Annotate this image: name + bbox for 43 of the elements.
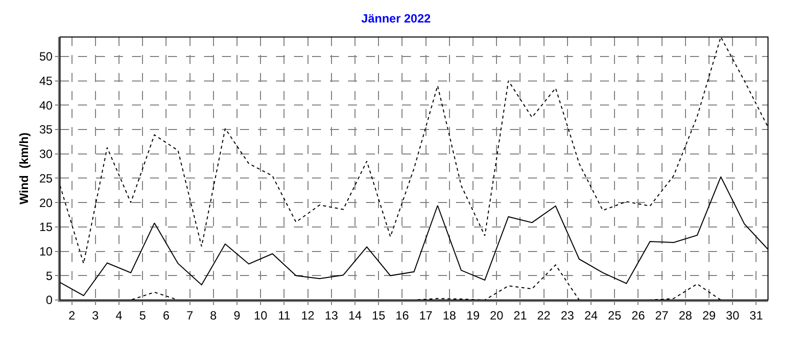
x-tick-label: 5	[139, 308, 146, 322]
y-tick-label: 45	[39, 74, 53, 88]
x-tick-label: 23	[560, 308, 574, 322]
x-tick-label: 30	[726, 308, 740, 322]
x-tick-label: 7	[186, 308, 194, 322]
x-tick-label: 18	[442, 308, 456, 322]
y-tick-label: 30	[39, 147, 53, 162]
x-tick-label: 25	[608, 308, 622, 322]
x-tick-label: 21	[514, 308, 528, 322]
x-tick-label: 12	[301, 308, 315, 322]
y-axis-title: Wind (km/h)	[17, 132, 32, 204]
x-tick-label: 4	[116, 308, 123, 322]
x-tick-label: 22	[537, 308, 551, 322]
x-tick-label: 28	[678, 308, 692, 322]
x-tick-label: 15	[372, 308, 386, 322]
y-tick-label: 35	[39, 122, 53, 137]
x-tick-label: 20	[490, 308, 504, 322]
x-tick-label: 6	[162, 308, 170, 322]
x-tick-label: 13	[324, 308, 338, 322]
chart-title: Jänner 2022	[361, 11, 432, 26]
y-tick-label: 50	[39, 50, 53, 64]
y-tick-label: 10	[39, 244, 53, 258]
x-tick-label: 26	[632, 308, 646, 322]
y-tick-label: 40	[39, 98, 53, 112]
y-tick-label: 5	[46, 268, 53, 283]
x-tick-label: 29	[702, 308, 716, 322]
y-tick-label: 0	[46, 293, 53, 308]
x-tick-label: 27	[655, 308, 669, 322]
x-tick-label: 10	[254, 308, 268, 322]
x-tick-label: 11	[278, 308, 291, 322]
x-tick-label: 14	[348, 308, 362, 322]
y-tick-label: 15	[39, 220, 53, 234]
x-tick-label: 24	[584, 308, 598, 322]
x-tick-label: 16	[396, 308, 410, 322]
x-tick-label: 9	[234, 308, 241, 322]
y-tick-label: 25	[39, 171, 53, 186]
x-tick-label: 19	[466, 308, 480, 322]
x-tick-label: 31	[750, 308, 764, 322]
x-tick-label: 2	[68, 308, 76, 322]
x-tick-label: 3	[92, 308, 100, 322]
x-tick-label: 8	[210, 308, 218, 322]
x-tick-label: 17	[419, 308, 433, 322]
y-tick-label: 20	[39, 196, 53, 210]
